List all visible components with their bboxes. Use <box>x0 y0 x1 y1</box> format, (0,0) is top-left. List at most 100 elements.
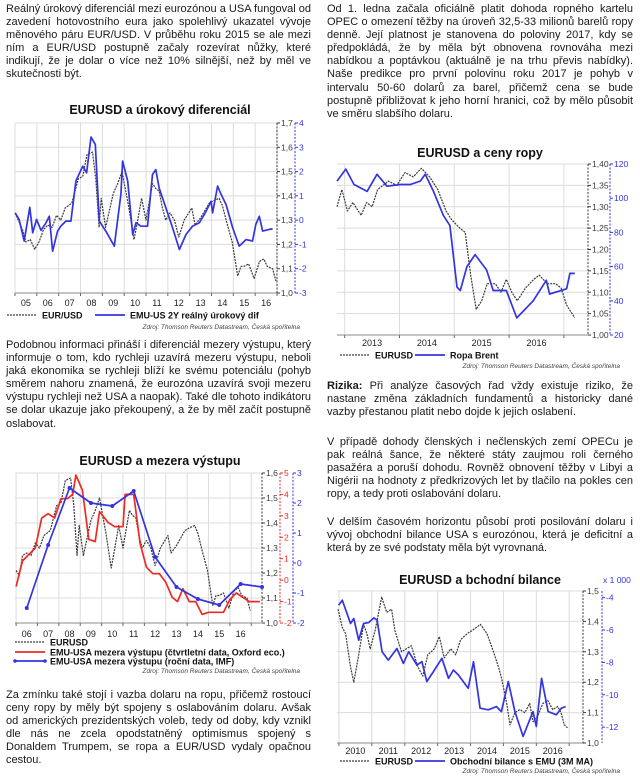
y-tick-label-diff: -1 <box>299 239 307 249</box>
x-tick-label: 2015 <box>510 746 530 756</box>
x-tick-label: 08 <box>86 298 96 308</box>
series-line <box>336 167 576 319</box>
y-tick-label-gap_q: 2 <box>284 532 289 542</box>
data-point <box>260 585 264 589</box>
data-point <box>238 582 243 586</box>
legend-marker <box>13 659 17 663</box>
x-tick-label: 16 <box>236 629 246 639</box>
data-point <box>24 606 29 610</box>
data-point <box>131 489 136 493</box>
legend-label: Obchodní bilance s EMU (3M MA) <box>450 757 593 767</box>
y-tick-label-eur: 1,2 <box>266 568 278 578</box>
y-tick-label-gap_q: 5 <box>284 468 289 478</box>
chart-title: EURUSD a bchodní bilance <box>399 573 561 587</box>
chart-source: Zdroj: Thomson Reuters Datastream, Česká… <box>461 361 620 370</box>
y-tick-label-gap_y: 2 <box>297 498 302 508</box>
x-tick-label: 2014 <box>477 746 497 756</box>
y-tick-label-eur: 1,6 <box>266 468 278 478</box>
paragraph-opec: Od 1. ledna začala oficiálně platit doho… <box>327 3 633 120</box>
chart-eurusd-trade-balance: EURUSD a bchodní bilance 2010 2011 2012 2013… <box>320 565 640 779</box>
y-tick-label-gap_q: -2 <box>284 618 292 628</box>
legend-marker <box>43 659 47 663</box>
x-tick-label: 14 <box>217 298 227 308</box>
y-tick-label-eur: 1,1 <box>587 708 599 718</box>
y-tick-label-eur: 1,3 <box>266 543 278 553</box>
x-tick-label: 2016 <box>526 338 546 348</box>
y-tick-label-diff: 1 <box>299 191 304 201</box>
x-tick-label: 2014 <box>417 338 437 348</box>
paragraph-risks: Rizika: Při analýze časových řad vždy ex… <box>327 380 633 419</box>
y-tick-label-eur: 1,40 <box>592 159 609 169</box>
x-tick-label: 10 <box>107 629 117 639</box>
paragraph-interest-differential: Reálný úrokový diferenciál mezi eurozóno… <box>6 3 311 81</box>
y-tick-label-gap_y: -2 <box>297 618 305 628</box>
y-tick-label-eur: 1,3 <box>587 647 599 657</box>
legend-label: EUR/USD <box>42 311 83 321</box>
data-point <box>67 486 72 490</box>
y-tick-label-eur: 1,1 <box>281 264 293 274</box>
legend-label: EMU-USA mezera výstupu (čtvrtletní data,… <box>50 648 285 658</box>
legend-label: Ropa Brent <box>450 351 499 361</box>
legend-label: EURUSD <box>375 351 414 361</box>
y-tick-label-gap_q: 4 <box>284 489 289 499</box>
y-tick-label-eur: 1,4 <box>266 518 278 528</box>
x-tick-label: 09 <box>86 629 96 639</box>
paragraph-trade-balance: V delším časovém horizontu působí proti … <box>327 516 633 555</box>
y-tick-label-eur: 1,05 <box>592 309 609 319</box>
y-tick-label-gap_q: 3 <box>284 511 289 521</box>
legend-label: EURUSD <box>375 757 414 767</box>
data-point <box>217 603 222 607</box>
y-tick-label-eur: 1,5 <box>266 493 278 503</box>
y-tick-label-eur: 1,2 <box>587 677 599 687</box>
x-tick-label: 07 <box>65 298 75 308</box>
data-point <box>195 597 200 601</box>
paragraph-oil-link: Za zmínku také stojí i vazba dolaru na r… <box>6 689 311 767</box>
y-tick-label-eur: 1,4 <box>587 616 599 626</box>
y-tick-label-eur: 1,0 <box>266 618 278 628</box>
series-line <box>14 136 273 253</box>
y-tick-label-trade: -10 <box>606 690 619 700</box>
y-tick-label-eur: 1,5 <box>281 167 293 177</box>
y-tick-label-eur: 1,15 <box>592 266 609 276</box>
legend-label: EURUSD <box>50 638 89 648</box>
series-line <box>337 596 568 729</box>
y-tick-label-trade: -12 <box>606 722 619 732</box>
x-tick-label: 16 <box>261 298 271 308</box>
chart-eurusd-oil: EURUSD a ceny ropy 2013 2014 2015 2016 1,00 1,… <box>320 135 640 375</box>
y-tick-label-brent: 20 <box>614 330 624 340</box>
y-tick-label-trade: -8 <box>606 657 614 667</box>
y-tick-label-gap_y: 1 <box>297 528 302 538</box>
series-line <box>336 168 575 319</box>
y-tick-label-brent: 40 <box>614 296 624 306</box>
chart-eurusd-interest-differential: EURUSD a úrokový diferenciál 05 06 07 08 09 10… <box>0 95 320 335</box>
x-tick-label: 05 <box>21 298 31 308</box>
y-tick-label-eur: 1,2 <box>281 239 293 249</box>
x-tick-label: 11 <box>152 298 161 308</box>
y-tick-label-diff: -2 <box>299 264 307 274</box>
chart-source: Zdroj: Thomson Reuters Datastream, Česká… <box>141 666 300 675</box>
legend-label: EMU-US 2Y reálný úrokový dif <box>130 311 260 321</box>
x-tick-label: 06 <box>22 629 32 639</box>
chart-source: Zdroj: Thomson Reuters Datastream, Česká… <box>461 766 620 775</box>
y-tick-label-diff: 0 <box>299 215 304 225</box>
x-tick-label: 09 <box>108 298 118 308</box>
y-tick-label-eur: 1,3 <box>281 215 293 225</box>
risks-label: Rizika: <box>327 380 363 392</box>
y-tick-label-trade: -6 <box>606 625 614 635</box>
x-tick-label: 15 <box>239 298 249 308</box>
chart-title: EURUSD a úrokový diferenciál <box>69 103 250 117</box>
y-tick-label-gap_q: -1 <box>284 597 292 607</box>
y-axis-unit: x 1 000 <box>603 575 631 585</box>
series-line <box>14 151 277 282</box>
y-tick-label-eur: 1,1 <box>266 593 278 603</box>
data-point <box>88 501 93 505</box>
paragraph-opec-risk: V případě dohody členských i nečlenských… <box>327 436 633 501</box>
data-point <box>110 504 115 508</box>
x-tick-label: 15 <box>214 629 224 639</box>
y-tick-label-gap_q: 0 <box>284 575 289 585</box>
x-tick-label: 14 <box>193 629 203 639</box>
x-tick-label: 2013 <box>362 338 382 348</box>
paragraph-output-gap: Podobnou informaci přináší i diferenciál… <box>6 339 311 430</box>
y-tick-label-gap_y: 0 <box>297 558 302 568</box>
y-tick-label-diff: 3 <box>299 142 304 152</box>
